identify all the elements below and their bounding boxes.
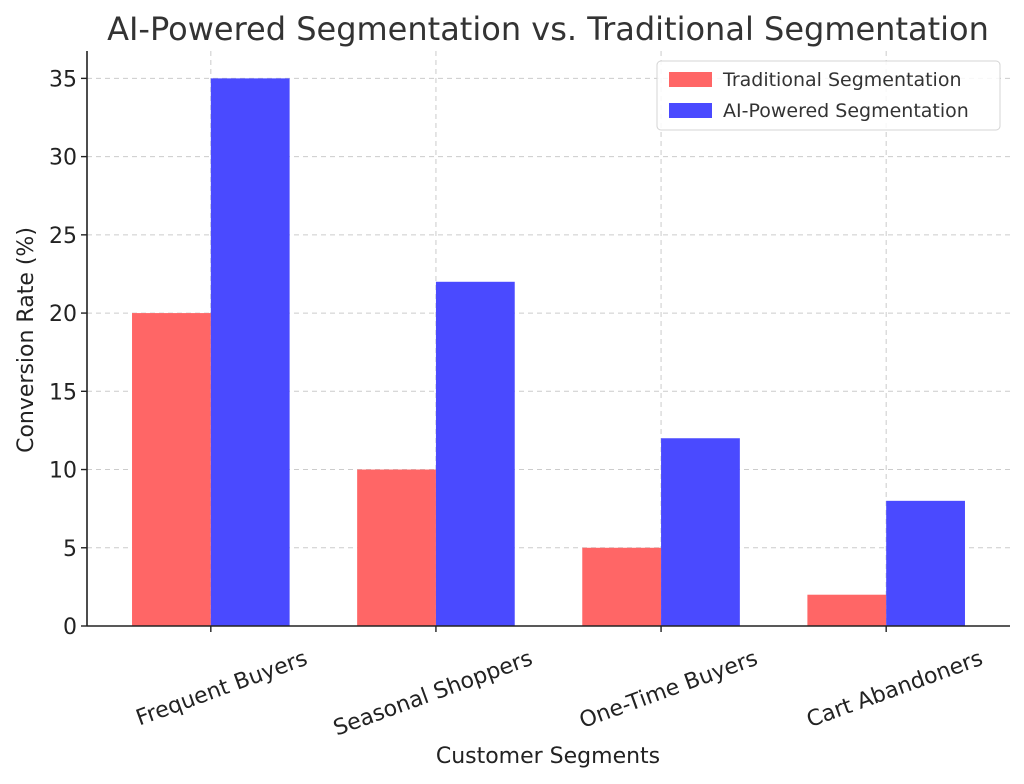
y-tick-label: 0 (63, 615, 77, 640)
y-tick-label: 25 (49, 224, 77, 249)
legend-label-traditional: Traditional Segmentation (722, 69, 962, 91)
y-tick-label: 10 (49, 459, 77, 484)
legend-frame (656, 60, 1001, 131)
legend-swatch-traditional (669, 72, 712, 87)
y-tick-label: 5 (63, 537, 77, 562)
x-tick-label: One-Time Buyers (576, 646, 761, 734)
y-tick-label: 35 (49, 67, 77, 92)
y-axis-label: Conversion Rate (%) (14, 227, 39, 453)
x-tick-label: Frequent Buyers (133, 646, 311, 731)
y-tick-label: 30 (49, 146, 77, 171)
bar-ai-powered-2 (661, 438, 740, 626)
bar-ai-powered-0 (210, 78, 290, 626)
y-tick-label: 20 (49, 302, 77, 327)
x-axis-label: Customer Segments (436, 744, 660, 769)
bar-traditional-0 (132, 313, 211, 626)
bar-traditional-3 (807, 594, 887, 626)
bar-ai-powered-1 (435, 281, 515, 626)
axes (81, 51, 1010, 632)
bars (132, 78, 965, 626)
bar-traditional-2 (582, 547, 662, 626)
x-tick-label: Seasonal Shoppers (330, 646, 536, 741)
legend-swatch-ai-powered (669, 103, 712, 118)
legend-label-ai-powered: AI-Powered Segmentation (723, 100, 969, 122)
chart-title: AI-Powered Segmentation vs. Traditional … (107, 10, 989, 48)
x-tick-label: Cart Abandoners (804, 646, 987, 733)
bar-traditional-1 (357, 469, 436, 626)
y-tick-label: 15 (49, 380, 77, 405)
legend: Traditional Segmentation AI-Powered Segme… (656, 60, 1001, 131)
bar-ai-powered-3 (886, 500, 965, 626)
